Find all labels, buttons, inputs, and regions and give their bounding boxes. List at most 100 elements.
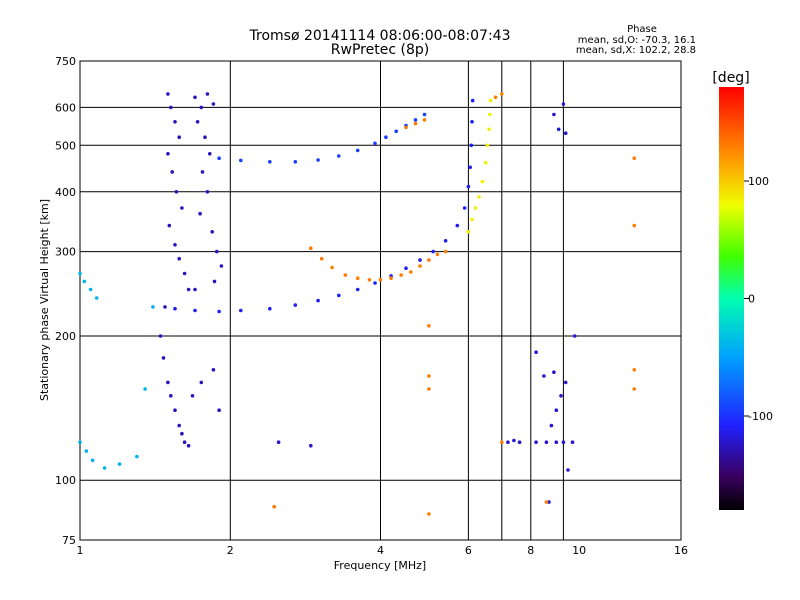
data-point-0-16 bbox=[211, 102, 216, 106]
data-point-6-0 bbox=[276, 440, 281, 445]
data-point-2-7 bbox=[373, 141, 377, 146]
data-point-7-10 bbox=[427, 512, 431, 516]
y-tick-label-5: 500 bbox=[55, 139, 76, 152]
data-point-2-0 bbox=[217, 156, 221, 160]
data-point-0-12 bbox=[186, 287, 191, 292]
data-point-6-8 bbox=[561, 440, 566, 445]
data-point-6-23 bbox=[547, 500, 551, 504]
data-point-0-15 bbox=[205, 92, 210, 96]
data-point-3-1 bbox=[319, 256, 324, 261]
data-point-0-34 bbox=[177, 423, 181, 428]
data-point-7-3 bbox=[427, 374, 431, 378]
data-point-1-17 bbox=[466, 184, 471, 189]
data-point-2-3 bbox=[293, 160, 298, 164]
data-point-1-5 bbox=[293, 303, 298, 307]
data-point-7-5 bbox=[632, 156, 637, 160]
x-tick-label-3: 6 bbox=[465, 544, 472, 557]
data-point-0-14 bbox=[199, 105, 204, 110]
data-point-0-6 bbox=[174, 190, 179, 194]
colorbar bbox=[719, 87, 744, 510]
data-point-7-12 bbox=[500, 92, 504, 96]
data-point-1-16 bbox=[462, 206, 467, 210]
data-point-4-4 bbox=[480, 179, 485, 184]
data-point-1-2 bbox=[217, 309, 221, 314]
x-axis-ticks: 1 2 4 6 8 10 16 bbox=[77, 544, 689, 557]
data-point-0-3 bbox=[177, 135, 181, 139]
data-point-0-40 bbox=[211, 368, 216, 372]
phase-stats-o: mean, sd,O: -70.3, 16.1 bbox=[578, 35, 696, 46]
y-tick-label-0: 75 bbox=[62, 534, 76, 547]
data-point-3-3 bbox=[343, 273, 348, 277]
data-point-5-4 bbox=[78, 440, 82, 445]
data-point-0-21 bbox=[205, 190, 210, 194]
data-point-2-2 bbox=[268, 160, 272, 164]
data-point-0-20 bbox=[200, 170, 205, 174]
y-axis-label: Stationary phase Virtual Height [km] bbox=[38, 199, 51, 401]
data-point-2-8 bbox=[384, 135, 388, 139]
y-tick-label-3: 300 bbox=[55, 246, 76, 259]
data-point-0-37 bbox=[186, 443, 191, 448]
data-point-0-22 bbox=[198, 211, 202, 216]
data-point-6-20 bbox=[552, 112, 556, 117]
data-point-4-0 bbox=[466, 230, 471, 234]
y-tick-label-6: 600 bbox=[55, 101, 76, 114]
data-point-3-13 bbox=[443, 249, 448, 254]
data-point-2-4 bbox=[316, 158, 320, 162]
data-point-3-11 bbox=[427, 258, 431, 262]
y-tick-label-4: 400 bbox=[55, 186, 76, 199]
data-point-3-4 bbox=[355, 276, 360, 281]
data-point-3-16 bbox=[422, 118, 427, 122]
data-point-6-17 bbox=[572, 334, 577, 338]
colorbar-tick-label-2: -100 bbox=[748, 410, 773, 423]
data-point-5-8 bbox=[117, 462, 122, 466]
data-point-5-2 bbox=[88, 287, 93, 292]
data-point-6-6 bbox=[544, 440, 549, 445]
x-tick-label-1: 2 bbox=[227, 544, 234, 557]
phase-stats-x: mean, sd,X: 102.2, 28.8 bbox=[576, 45, 696, 56]
data-point-0-30 bbox=[161, 356, 166, 360]
data-point-6-14 bbox=[542, 374, 546, 378]
data-point-4-3 bbox=[477, 195, 481, 199]
data-point-6-13 bbox=[563, 380, 568, 385]
data-point-6-19 bbox=[561, 102, 566, 106]
data-point-1-6 bbox=[316, 298, 320, 303]
data-point-1-9 bbox=[373, 281, 377, 285]
data-point-4-8 bbox=[487, 112, 492, 117]
data-point-4-6 bbox=[485, 143, 490, 148]
chart-subtitle: RwPretec (8p) bbox=[331, 42, 429, 58]
data-point-1-11 bbox=[404, 266, 408, 271]
colorbar-label: [deg] bbox=[712, 70, 749, 86]
x-tick-label-2: 4 bbox=[377, 544, 384, 557]
data-point-1-1 bbox=[193, 308, 197, 313]
data-point-6-2 bbox=[506, 440, 510, 445]
data-point-5-9 bbox=[135, 454, 139, 459]
data-point-4-9 bbox=[488, 98, 493, 103]
data-point-0-17 bbox=[195, 120, 200, 124]
data-point-0-8 bbox=[167, 223, 172, 228]
data-point-6-1 bbox=[309, 443, 313, 448]
data-point-0-33 bbox=[173, 408, 177, 413]
data-point-3-5 bbox=[367, 278, 372, 282]
data-point-0-23 bbox=[210, 230, 214, 234]
data-point-2-1 bbox=[239, 158, 243, 163]
data-point-2-5 bbox=[337, 154, 341, 158]
data-point-4-2 bbox=[473, 206, 478, 210]
data-points bbox=[78, 92, 637, 516]
data-point-6-12 bbox=[559, 394, 563, 398]
data-point-1-15 bbox=[455, 223, 460, 228]
data-point-3-8 bbox=[399, 273, 404, 277]
data-point-4-5 bbox=[483, 160, 488, 165]
colorbar-ticks: 100 0 -100 bbox=[744, 175, 773, 423]
data-point-1-8 bbox=[355, 287, 360, 292]
phase-stats-title: Phase bbox=[627, 24, 657, 35]
data-point-5-6 bbox=[90, 458, 95, 463]
data-point-0-4 bbox=[166, 152, 170, 156]
data-point-3-15 bbox=[413, 121, 418, 126]
data-point-6-16 bbox=[534, 350, 538, 355]
data-point-1-3 bbox=[239, 308, 243, 313]
data-point-0-25 bbox=[219, 264, 224, 268]
data-point-0-28 bbox=[163, 305, 167, 309]
data-point-7-4 bbox=[427, 387, 431, 391]
data-point-4-7 bbox=[487, 127, 491, 132]
data-point-1-4 bbox=[268, 306, 272, 311]
